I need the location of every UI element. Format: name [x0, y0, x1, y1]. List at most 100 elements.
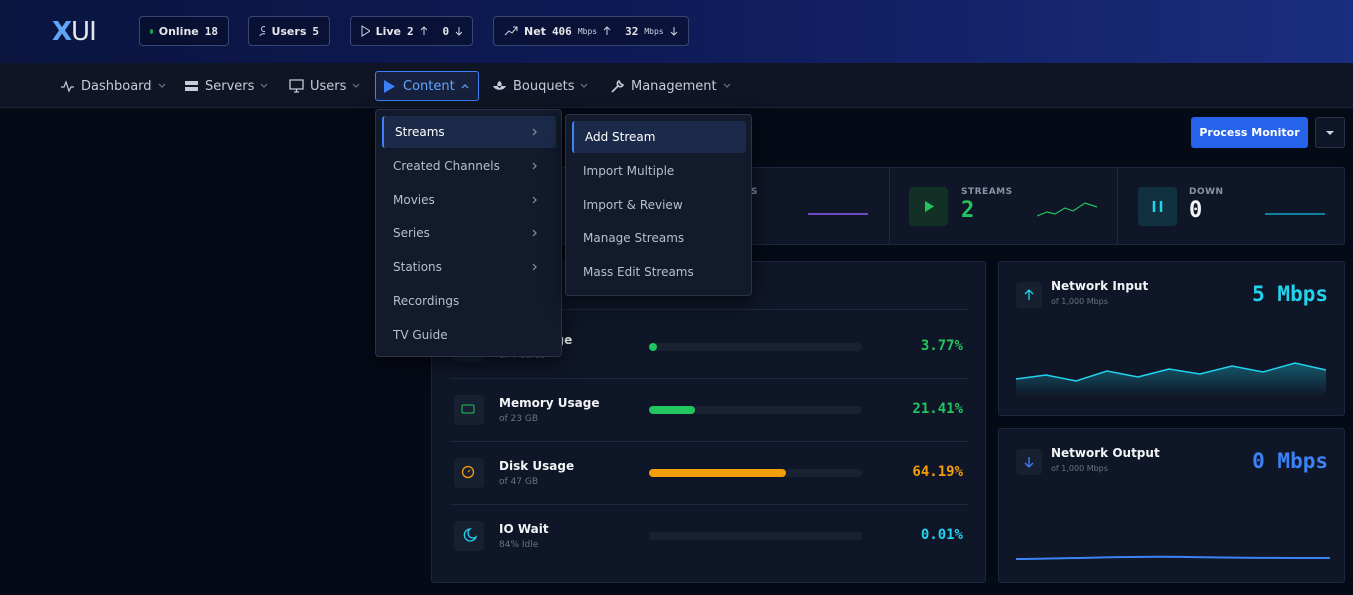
area	[1015, 555, 1331, 560]
resource-icon	[454, 521, 484, 551]
chevron	[352, 83, 360, 88]
pause	[1152, 201, 1163, 212]
nav-item[interactable]: Dashboard	[54, 71, 172, 101]
progress-fill	[649, 406, 695, 414]
menu-item[interactable]: Movies	[382, 184, 556, 216]
submenu-item[interactable]: Import Multiple	[583, 163, 675, 178]
progress-track	[649, 532, 862, 540]
progress-track	[649, 343, 862, 351]
icon	[504, 26, 518, 36]
up-arrow	[603, 26, 611, 35]
streams-icon	[909, 187, 948, 226]
menu-item[interactable]: Recordings	[393, 294, 460, 308]
submenu-item[interactable]: Add Stream	[572, 121, 746, 153]
chevron	[532, 128, 537, 136]
content-menu: Streams Created Channels Movies Series Stati…	[375, 109, 562, 357]
divider	[450, 504, 968, 505]
progress-track	[649, 406, 862, 414]
dot	[150, 28, 153, 34]
network-title: Network Output	[1051, 446, 1160, 460]
network-card: Network Input of 1,000 Mbps 5 Mbps	[998, 261, 1345, 416]
logo[interactable]: XUI	[52, 17, 97, 47]
menu-item[interactable]: Series	[382, 217, 556, 249]
chevron	[723, 83, 731, 88]
network-card: Network Output of 1,000 Mbps 0 Mbps	[998, 428, 1345, 583]
divider	[889, 168, 890, 244]
chevron	[532, 263, 537, 271]
resource-name: IO Wait	[499, 522, 549, 536]
resource-detail: 84% Idle	[499, 540, 539, 550]
users-pill[interactable]: Users 5	[248, 16, 330, 46]
nav-icon	[185, 80, 198, 91]
logo-x: X	[52, 17, 72, 47]
nav-bar: Dashboard Servers Users Content Bouquets Mana…	[0, 63, 1353, 108]
nav-item[interactable]: Content	[375, 71, 479, 101]
nav-icon	[61, 79, 74, 93]
value: 2	[407, 24, 414, 38]
nav-item[interactable]: Users	[283, 71, 366, 101]
icon	[461, 404, 475, 414]
network-detail: of 1,000 Mbps	[1051, 464, 1108, 473]
chevron	[461, 84, 469, 89]
sparkline	[1037, 202, 1098, 217]
down-arrow	[670, 27, 677, 36]
resource-percent: 64.19%	[912, 464, 963, 480]
icon	[361, 25, 370, 37]
label: Live	[375, 24, 402, 38]
network-value: 0 Mbps	[1252, 449, 1328, 473]
online-pill[interactable]: Online 18	[139, 16, 229, 46]
divider	[1117, 168, 1118, 244]
nav-label: Management	[631, 78, 717, 94]
divider	[450, 309, 968, 310]
value: 406	[551, 24, 572, 38]
icon	[461, 465, 475, 479]
chevron	[532, 196, 537, 204]
chevron	[532, 162, 537, 170]
header: XUI Online 18 Users 5 Live 2 0 Net 406 Mbps 32 M…	[0, 0, 1353, 63]
chevron	[260, 83, 268, 88]
unit: Mbps	[577, 26, 598, 36]
menu-item[interactable]: Stations	[382, 251, 556, 283]
chevron	[581, 83, 588, 88]
resource-icon	[454, 458, 484, 488]
value: 5	[312, 24, 319, 38]
resource-name: Disk Usage	[499, 459, 575, 473]
menu-item[interactable]: TV Guide	[393, 327, 448, 342]
network-detail: of 1,000 Mbps	[1051, 297, 1108, 306]
label: Online	[158, 24, 199, 38]
nav-icon	[611, 79, 625, 93]
nav-item[interactable]: Servers	[178, 71, 274, 101]
process-monitor-button[interactable]: Process Monitor	[1191, 117, 1308, 148]
resource-detail: of 23 GB	[499, 414, 538, 424]
submenu-item[interactable]: Manage Streams	[583, 231, 685, 246]
nav-item[interactable]: Management	[604, 71, 737, 101]
live-pill[interactable]: Live 2 0	[350, 16, 473, 46]
more-button[interactable]	[1315, 117, 1345, 148]
menu-item[interactable]: Created Channels	[382, 150, 556, 182]
divider	[450, 441, 968, 442]
card-label: DOWN	[1189, 187, 1224, 197]
value: 32	[625, 24, 639, 38]
progress-fill	[649, 469, 786, 477]
up-arrow	[420, 26, 427, 35]
play	[925, 201, 934, 212]
down-arrow	[455, 27, 463, 36]
network-chart	[1015, 352, 1330, 401]
resource-name: Memory Usage	[499, 396, 600, 410]
network-icon	[1016, 449, 1042, 475]
resource-detail: of 47 GB	[499, 477, 538, 487]
nav-item[interactable]: Bouquets	[486, 71, 594, 101]
icon	[259, 26, 266, 37]
submenu-item[interactable]: Import & Review	[583, 197, 683, 212]
menu-item[interactable]: Streams	[382, 116, 556, 148]
resource-percent: 0.01%	[920, 527, 963, 543]
card-value: 2	[961, 198, 975, 223]
caret	[1326, 131, 1334, 135]
net-pill[interactable]: Net 406 Mbps 32 Mbps	[493, 16, 689, 46]
network-title: Network Input	[1051, 279, 1149, 293]
streams-submenu: Add Stream Import Multiple Import & Review…	[565, 114, 752, 296]
submenu-item[interactable]: Mass Edit Streams	[583, 265, 694, 280]
nav-label: Bouquets	[513, 78, 575, 94]
logo-rest: UI	[71, 17, 97, 47]
